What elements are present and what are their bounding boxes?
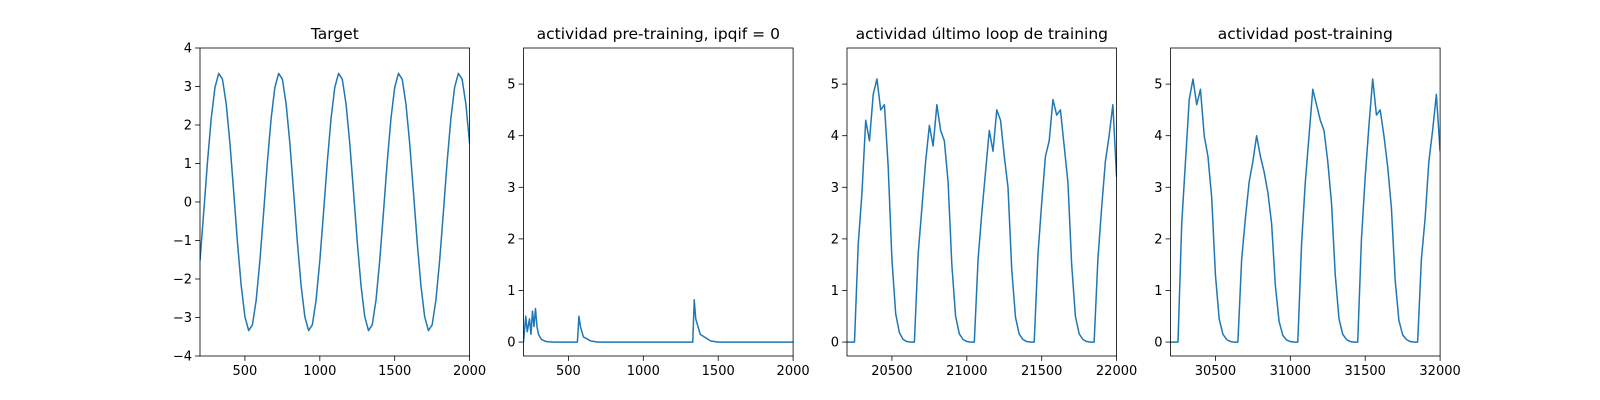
y-tick-label: 4 (184, 42, 192, 57)
y-tick-label: 2 (507, 232, 515, 247)
y-tick-label: 0 (184, 196, 192, 211)
y-tick-label: 1 (507, 284, 515, 299)
data-line (1170, 78, 1441, 343)
x-tick-label: 30500 (1195, 364, 1236, 379)
axes-frame (523, 47, 794, 357)
y-tick-label: 0 (831, 336, 839, 351)
data-line (523, 299, 794, 343)
y-tick-label: 5 (831, 78, 839, 93)
y-tick-label: −3 (173, 311, 192, 326)
x-tick-label: 500 (233, 364, 258, 379)
y-tick-label: 4 (507, 129, 515, 144)
y-tick-label: 4 (831, 129, 839, 144)
y-tick-label: 5 (1154, 78, 1162, 93)
x-tick-label: 21500 (1021, 364, 1062, 379)
x-tick-label: 1500 (702, 364, 735, 379)
y-tick-label: 3 (507, 181, 515, 196)
chart-title: actividad último loop de training (856, 25, 1108, 43)
chart-title: actividad pre-training, ipqif = 0 (537, 25, 780, 43)
y-tick-label: 1 (831, 284, 839, 299)
axes-frame (1170, 47, 1441, 357)
y-tick-label: 2 (184, 119, 192, 134)
y-tick-label: 0 (507, 336, 515, 351)
x-tick-label: 22000 (1096, 364, 1137, 379)
x-tick-label: 31500 (1345, 364, 1386, 379)
x-tick-label: 31000 (1270, 364, 1311, 379)
x-tick-label: 32000 (1419, 364, 1460, 379)
axes-frame (846, 47, 1118, 357)
y-tick-label: −4 (173, 350, 192, 365)
y-tick-label: 3 (1154, 181, 1162, 196)
y-tick-label: 0 (1154, 336, 1162, 351)
x-tick-label: 2000 (777, 364, 810, 379)
y-tick-label: 4 (1154, 129, 1162, 144)
data-line (200, 72, 470, 332)
x-tick-label: 21000 (946, 364, 987, 379)
x-tick-label: 1000 (627, 364, 660, 379)
x-tick-label: 20500 (871, 364, 912, 379)
x-tick-label: 2000 (453, 364, 486, 379)
y-tick-label: 2 (1154, 232, 1162, 247)
y-tick-label: −2 (173, 273, 192, 288)
x-tick-label: 1000 (303, 364, 336, 379)
y-tick-label: −1 (173, 234, 192, 249)
x-tick-label: 1500 (378, 364, 411, 379)
chart-title: actividad post-training (1218, 25, 1393, 43)
y-tick-label: 5 (507, 78, 515, 93)
y-tick-label: 3 (831, 181, 839, 196)
data-line (847, 78, 1117, 343)
y-tick-label: 2 (831, 232, 839, 247)
y-tick-label: 1 (184, 157, 192, 172)
y-tick-label: 1 (1154, 284, 1162, 299)
y-tick-label: 3 (184, 80, 192, 95)
chart-title: Target (310, 25, 359, 43)
x-tick-label: 500 (556, 364, 581, 379)
